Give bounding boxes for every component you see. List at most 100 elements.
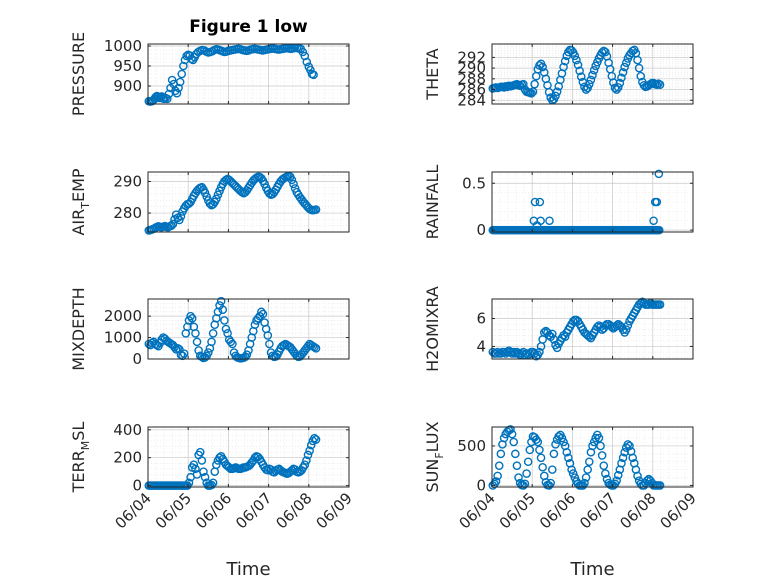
y-axis-label: MIXDEPTH — [69, 287, 88, 370]
axes-frame — [491, 298, 694, 360]
data-point — [562, 447, 572, 457]
y-tick-label: 400 — [113, 421, 142, 439]
data-point — [511, 449, 520, 459]
data-point — [623, 440, 633, 449]
data-point — [242, 350, 252, 360]
data-point — [613, 470, 623, 480]
x-axis-label: Time — [569, 559, 614, 580]
data-point — [536, 453, 546, 463]
y-axis-label: PRESSURE — [69, 32, 88, 116]
data-point — [621, 58, 631, 68]
data-point — [179, 349, 189, 358]
data-point — [530, 79, 539, 89]
series-h2omixra — [488, 297, 665, 361]
data-point — [287, 175, 297, 185]
data-point — [557, 433, 567, 443]
data-point — [199, 467, 208, 476]
data-point — [506, 425, 515, 434]
data-point — [576, 72, 586, 81]
data-point — [601, 47, 610, 57]
y-tick-label: 280 — [113, 204, 142, 222]
y-tick-label: 6 — [476, 310, 486, 328]
data-point — [596, 441, 605, 451]
data-point — [655, 300, 665, 309]
x-tick-label: 06/07 — [576, 489, 619, 532]
data-point — [302, 456, 311, 465]
data-point — [588, 441, 597, 451]
data-point — [535, 347, 544, 357]
data-point — [654, 79, 663, 88]
data-point — [493, 471, 502, 481]
x-tick-label: 06/04 — [456, 489, 499, 532]
data-point — [584, 457, 594, 467]
data-point — [289, 179, 298, 189]
data-point — [654, 169, 664, 179]
x-tick-label: 06/05 — [496, 489, 539, 532]
y-tick-label: 0 — [476, 476, 486, 494]
data-point — [218, 305, 228, 315]
data-point — [535, 445, 544, 455]
data-point — [205, 199, 215, 208]
data-point — [311, 205, 321, 214]
data-point — [200, 472, 210, 482]
data-point — [644, 300, 654, 309]
data-point — [310, 342, 319, 352]
data-point — [179, 61, 188, 71]
data-point — [174, 83, 183, 93]
y-tick-label: 0 — [132, 350, 142, 368]
data-point — [575, 66, 584, 76]
data-point — [221, 324, 231, 334]
data-point — [228, 339, 237, 349]
data-point — [570, 51, 580, 61]
data-point — [551, 440, 560, 449]
chart-title: Figure 1 low — [189, 17, 308, 37]
data-point — [250, 453, 260, 463]
x-tick-label: 06/06 — [192, 489, 235, 532]
data-point — [184, 478, 194, 488]
data-point — [311, 435, 321, 444]
y-tick-label: 290 — [113, 172, 142, 190]
data-point — [512, 461, 522, 470]
data-point — [538, 462, 547, 472]
data-point — [309, 70, 318, 80]
y-axis-label: THETA — [423, 48, 442, 100]
data-point — [189, 460, 199, 469]
subplot-rainfall: 0 0.5 RAINFALL — [423, 165, 694, 240]
series-mixdepth — [144, 296, 321, 363]
axes-frame — [147, 298, 350, 360]
data-point — [167, 75, 177, 85]
data-point — [172, 88, 182, 98]
data-point — [601, 469, 610, 478]
data-point — [226, 337, 236, 347]
x-tick-label: 06/08 — [272, 489, 315, 532]
data-point — [620, 62, 629, 72]
data-point — [597, 451, 607, 460]
data-point — [298, 47, 308, 57]
data-point — [538, 62, 547, 72]
data-point — [586, 75, 596, 85]
y-tick-label: 950 — [113, 57, 142, 75]
data-point — [499, 347, 509, 357]
data-point — [311, 343, 321, 353]
y-tick-label: 1000 — [104, 329, 142, 347]
data-point — [548, 329, 557, 339]
axes-frame — [491, 43, 694, 105]
data-point — [530, 197, 540, 207]
data-point — [168, 219, 178, 229]
data-point — [519, 79, 528, 89]
data-point — [265, 189, 274, 198]
subplot-air-temp: 280 290 AIRTEMP — [69, 168, 350, 236]
data-point — [552, 87, 562, 96]
x-tick-label: 06/06 — [536, 489, 579, 532]
data-point — [584, 79, 594, 89]
x-axis-label: Time — [225, 559, 270, 580]
y-tick-label: 0 — [132, 477, 142, 495]
data-point — [195, 447, 205, 457]
axes-frame — [491, 171, 694, 233]
data-point — [176, 211, 186, 221]
data-point — [175, 77, 185, 87]
y-axis-label: RAINFALL — [423, 165, 442, 240]
data-point — [208, 478, 218, 488]
data-point — [612, 476, 621, 485]
